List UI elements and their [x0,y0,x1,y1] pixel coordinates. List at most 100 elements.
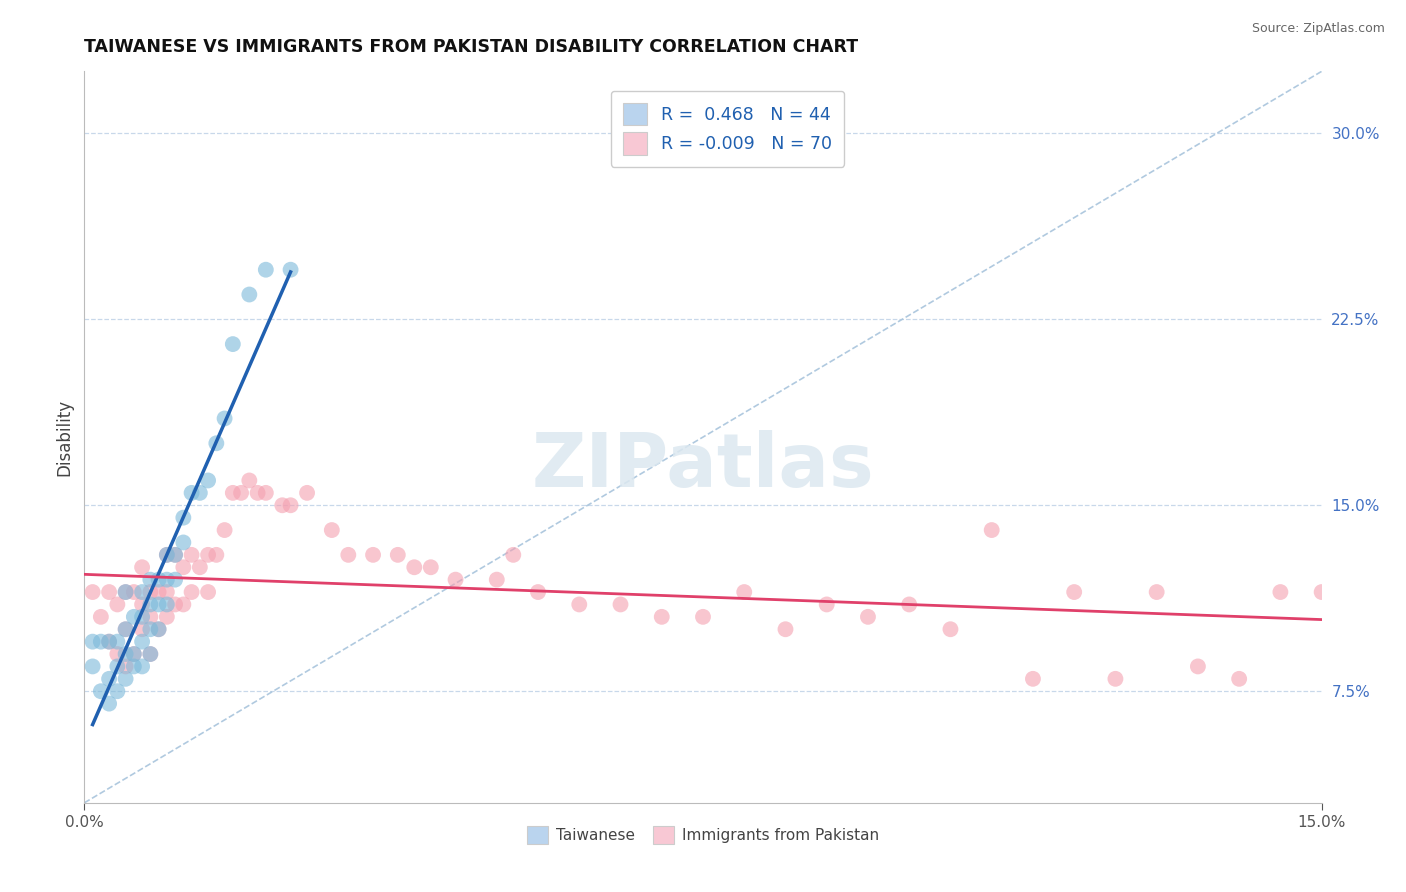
Point [165,548,187,562]
Point [122,659,145,673]
Point [180,548,202,562]
Point [222,337,245,351]
Point [188,560,211,574]
Point [295,486,318,500]
Point [114,585,136,599]
Point [90,634,112,648]
Point [165,598,187,612]
Point [172,535,194,549]
Point [1146,585,1168,599]
Point [271,498,294,512]
Point [254,262,277,277]
Point [98,634,121,648]
Point [214,411,236,425]
Point [404,560,426,574]
Point [105,647,128,661]
Point [280,262,302,277]
Point [122,610,145,624]
Point [1310,585,1333,599]
Point [98,672,121,686]
Point [131,634,153,648]
Point [238,474,260,488]
Point [90,610,112,624]
Point [148,598,170,612]
Point [98,697,121,711]
Point [105,598,128,612]
Point [180,486,202,500]
Point [156,548,179,562]
Point [205,548,228,562]
Point [131,659,153,673]
Point [775,622,797,636]
Point [197,548,219,562]
Point [148,622,170,636]
Point [114,622,136,636]
Point [139,585,162,599]
Point [485,573,508,587]
Point [246,486,269,500]
Point [568,598,591,612]
Point [898,598,921,612]
Point [419,560,441,574]
Point [205,436,228,450]
Point [1187,659,1209,673]
Point [105,659,128,673]
Point [609,598,631,612]
Text: Source: ZipAtlas.com: Source: ZipAtlas.com [1251,22,1385,36]
Point [122,647,145,661]
Point [1227,672,1250,686]
Point [139,647,162,661]
Point [148,622,170,636]
Point [165,548,187,562]
Point [815,598,838,612]
Point [222,486,245,500]
Point [197,474,219,488]
Point [214,523,236,537]
Point [156,585,179,599]
Point [114,647,136,661]
Point [148,573,170,587]
Point [156,573,179,587]
Text: TAIWANESE VS IMMIGRANTS FROM PAKISTAN DISABILITY CORRELATION CHART: TAIWANESE VS IMMIGRANTS FROM PAKISTAN DI… [84,38,859,56]
Point [321,523,343,537]
Point [280,498,302,512]
Point [139,610,162,624]
Legend: Taiwanese, Immigrants from Pakistan: Taiwanese, Immigrants from Pakistan [520,820,886,850]
Point [82,659,104,673]
Point [105,634,128,648]
Point [98,585,121,599]
Point [254,486,277,500]
Point [82,634,104,648]
Point [1022,672,1045,686]
Point [980,523,1002,537]
Point [90,684,112,698]
Point [156,548,179,562]
Point [361,548,384,562]
Point [148,585,170,599]
Point [98,634,121,648]
Point [105,684,128,698]
Point [131,560,153,574]
Point [114,659,136,673]
Point [139,622,162,636]
Point [172,510,194,524]
Point [139,573,162,587]
Point [139,598,162,612]
Point [114,622,136,636]
Point [131,598,153,612]
Point [1104,672,1126,686]
Point [114,585,136,599]
Point [229,486,252,500]
Point [131,585,153,599]
Point [502,548,524,562]
Point [180,585,202,599]
Point [939,622,962,636]
Text: ZIPatlas: ZIPatlas [531,430,875,503]
Point [131,622,153,636]
Point [188,486,211,500]
Point [337,548,360,562]
Point [131,610,153,624]
Point [82,585,104,599]
Point [172,598,194,612]
Point [733,585,755,599]
